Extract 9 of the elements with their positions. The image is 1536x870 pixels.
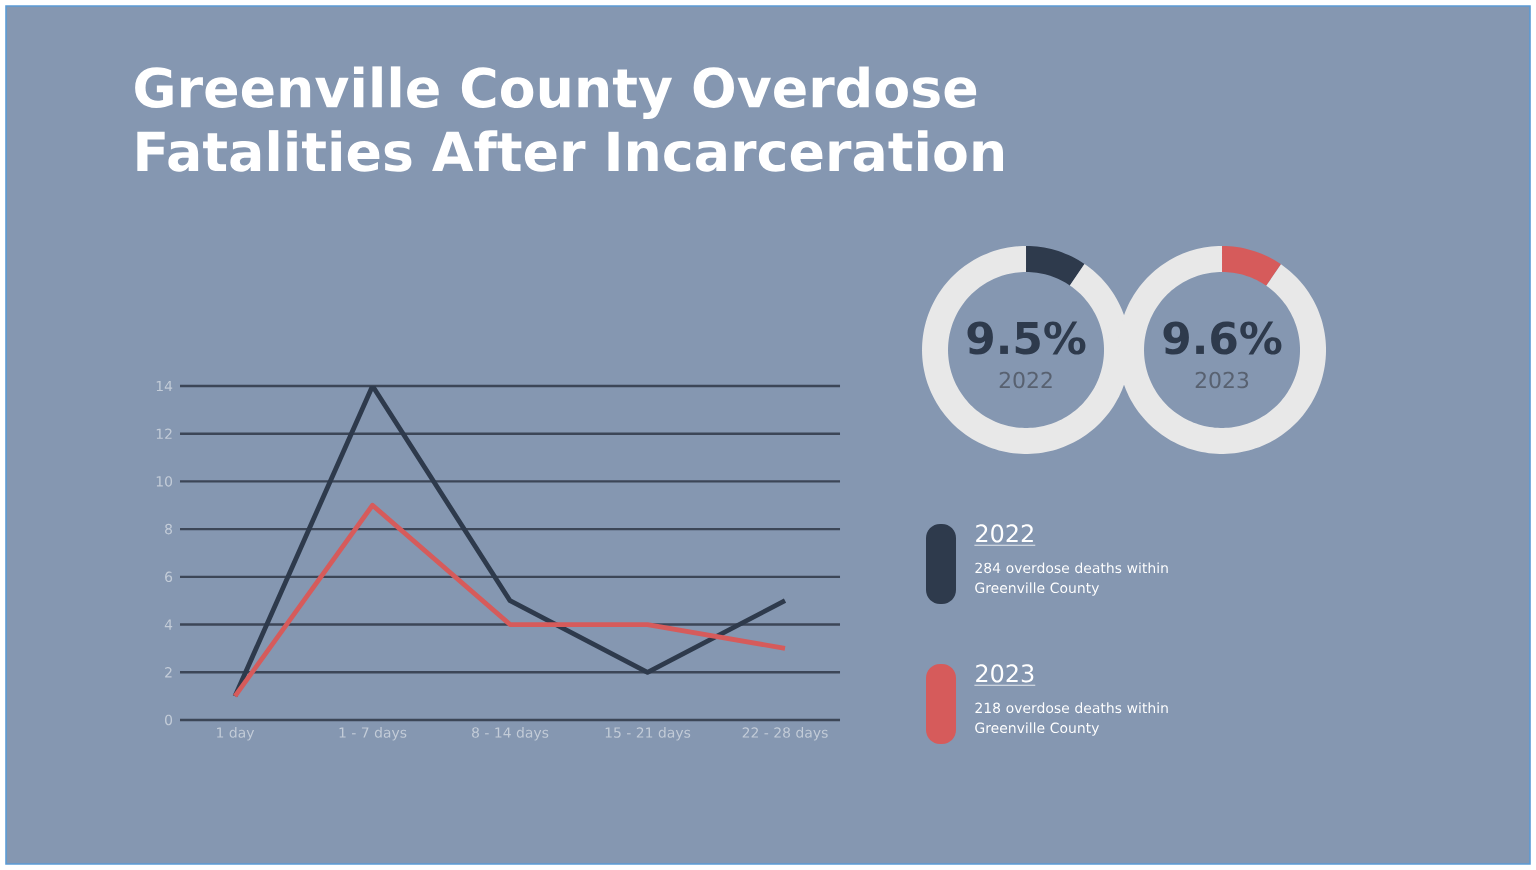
line-series <box>232 502 788 699</box>
text: 9.6% <box>1163 321 1282 355</box>
text: 2022 <box>999 371 1052 389</box>
text: 2023 <box>1195 371 1249 389</box>
text: 2022 <box>976 524 1033 543</box>
text: 9.5% <box>967 321 1086 355</box>
line-series <box>232 385 788 699</box>
text: 2023 <box>976 664 1034 683</box>
chart-title: Greenville County Overdose Fatalities After Incarceration <box>135 66 1004 172</box>
